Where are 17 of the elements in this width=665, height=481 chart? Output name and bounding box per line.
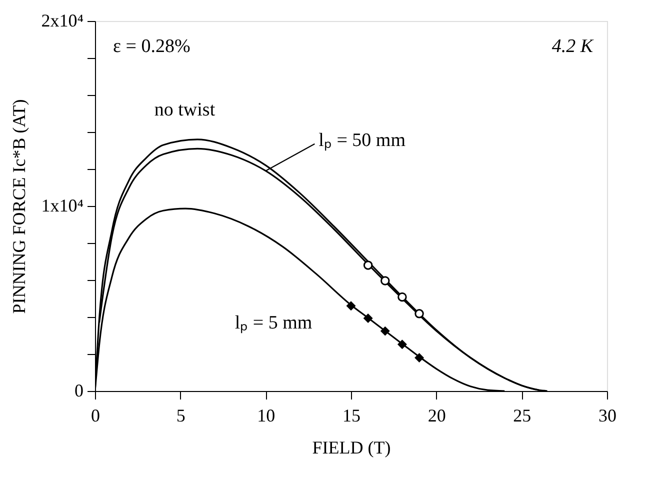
y-tick-label: 2x10⁴	[41, 10, 84, 30]
y-tick-label: 1x10⁴	[41, 196, 84, 216]
annotation: 4.2 K	[552, 36, 594, 57]
x-tick-label: 10	[257, 406, 276, 426]
annotation: ε = 0.28%	[113, 36, 190, 57]
x-tick-label: 25	[513, 406, 532, 426]
x-tick-label: 5	[176, 406, 186, 426]
annotation: no twist	[154, 99, 216, 120]
x-tick-label: 0	[91, 406, 100, 426]
annotation: lₚ = 5 mm	[234, 312, 312, 334]
x-tick-label: 15	[342, 406, 360, 426]
annotation: lₚ = 50 mm	[318, 130, 406, 151]
y-tick-label: 0	[74, 380, 84, 400]
x-axis-title: FIELD (T)	[312, 438, 391, 458]
y-axis-title: PINNING FORCE Ic*B (AT)	[9, 99, 30, 314]
x-tick-label: 20	[428, 406, 446, 426]
x-tick-label: 30	[598, 406, 616, 426]
